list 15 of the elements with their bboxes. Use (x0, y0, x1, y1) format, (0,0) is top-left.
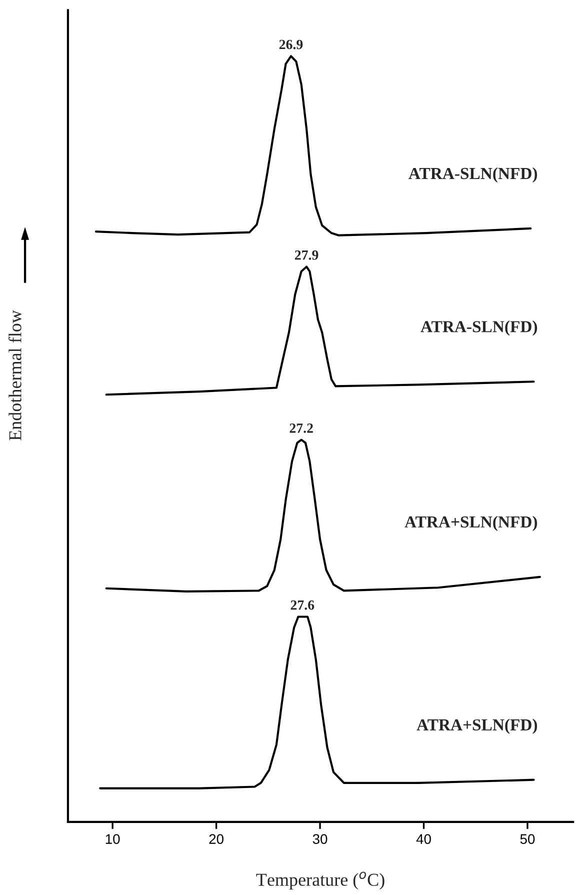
annotation: 27.9 (294, 250, 318, 260)
x-tick-label: 30 (312, 834, 328, 844)
text: ATRA+SLN(FD) (416, 718, 538, 734)
x-tick-label: 20 (209, 834, 224, 844)
text: ATRA-SLN(NFD) (408, 167, 538, 183)
annotation: 26.9 (279, 40, 303, 50)
text: ATRA-SLN(FD) (420, 320, 538, 336)
annotation: 27.6 (290, 600, 314, 610)
y-axis-title: Endothermal flow (8, 310, 22, 440)
text: ATRA+SLN(NFD) (404, 516, 538, 531)
x-tick-label: 40 (416, 834, 431, 844)
annotation: 27.2 (290, 424, 313, 433)
x-tick-label: 10 (106, 834, 120, 844)
x-axis-title: Temperature ($^{o}$C) (256, 872, 384, 890)
x-tick-label: 50 (520, 834, 535, 844)
